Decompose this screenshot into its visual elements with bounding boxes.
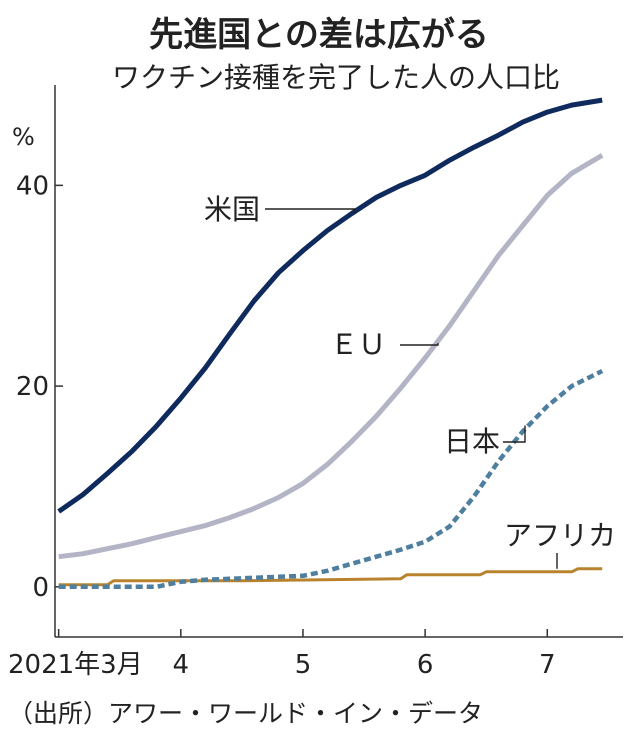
chart-subtitle: ワクチン接種を完了した人の人口比 (112, 61, 560, 94)
series-line-us (57, 97, 603, 514)
series-line-africa (58, 567, 603, 587)
source-note: （出所）アワー・ワールド・イン・データ (8, 699, 483, 728)
leader-line-eu (400, 343, 439, 346)
chart-title: 先進国との差は広がる (149, 15, 489, 55)
y-tick-label: 20 (16, 372, 49, 402)
x-tick-label: 2021年3月 (8, 650, 143, 680)
series-label-japan: 日本 (444, 425, 500, 458)
y-axis-unit: % (12, 123, 35, 151)
y-tick-label: 40 (16, 171, 49, 201)
series-label-eu: ＥＵ (330, 328, 386, 361)
series-label-us: 米国 (204, 193, 260, 226)
x-tick-label: 6 (417, 650, 434, 680)
x-tick-label: 4 (173, 650, 190, 680)
series-line-eu (58, 153, 604, 560)
y-tick-label: 0 (32, 573, 49, 603)
x-tick-label: 5 (295, 650, 312, 680)
series-line-japan (58, 368, 604, 590)
leader-line-japan (503, 425, 526, 443)
series-label-africa: アフリカ (504, 519, 616, 552)
leader-line-us (265, 208, 356, 214)
x-tick-label: 7 (539, 650, 556, 680)
